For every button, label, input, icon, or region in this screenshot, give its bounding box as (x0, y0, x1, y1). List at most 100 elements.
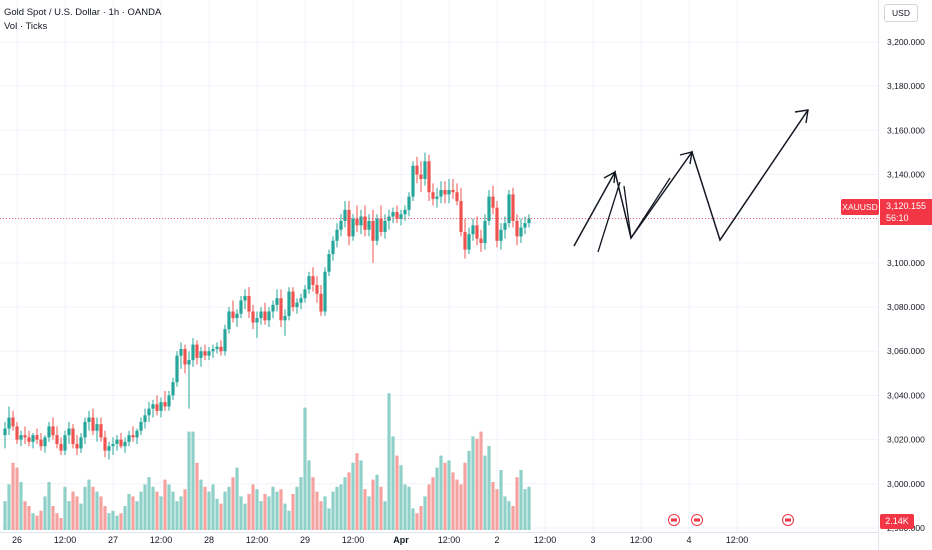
volume-bar (55, 513, 59, 530)
candle-body (255, 318, 259, 323)
candle-body (163, 402, 167, 407)
volume-bar (243, 503, 247, 530)
volume-bar (435, 467, 439, 530)
candle-body (327, 254, 331, 272)
volume-bar (107, 513, 111, 530)
candle-body (275, 298, 279, 305)
volume-bar (475, 438, 479, 530)
time-tick-label: 12:00 (54, 535, 77, 545)
volume-bar (363, 489, 367, 530)
volume-bar (447, 460, 451, 530)
volume-bar (187, 431, 191, 530)
volume-bar (91, 486, 95, 530)
candle-body (411, 165, 415, 197)
volume-bar (19, 482, 23, 530)
volume-bar (155, 491, 159, 530)
candle-body (179, 349, 183, 356)
volume-bar (335, 486, 339, 530)
time-tick-label: 29 (300, 535, 310, 545)
candle-body (11, 417, 15, 427)
volume-bar (203, 486, 207, 530)
candle-body (231, 311, 235, 319)
price-tick-label: 3,020.000 (887, 435, 925, 445)
candle-body (363, 216, 367, 230)
arrowhead (603, 170, 616, 184)
candle-body (279, 298, 283, 321)
volume-bar (215, 498, 219, 530)
volume-bar (523, 489, 527, 530)
volume-bar (391, 436, 395, 530)
volume-bar (83, 486, 87, 530)
candle-body (251, 311, 255, 323)
volume-bar (35, 515, 39, 530)
candle-body (7, 417, 11, 429)
volume-bar (403, 484, 407, 530)
volume-bar (119, 513, 123, 530)
arrowhead (794, 109, 809, 124)
volume-bar (43, 496, 47, 530)
time-tick-label: 12:00 (342, 535, 365, 545)
volume-bar (207, 491, 211, 530)
candle-body (303, 289, 307, 299)
volume-bar (59, 518, 63, 530)
volume-bar (131, 496, 135, 530)
volume-bar (75, 496, 79, 530)
price-tick-label: 3,140.000 (887, 170, 925, 180)
candle-body (355, 218, 359, 226)
candle-body (319, 293, 323, 312)
candle-body (15, 426, 19, 440)
candle-body (523, 223, 527, 228)
candle-body (399, 214, 403, 219)
volume-bar (383, 501, 387, 530)
volume-bar (315, 491, 319, 530)
volume-bar (455, 479, 459, 530)
candle-body (315, 284, 319, 294)
volume-bar (371, 479, 375, 530)
volume-bar (379, 486, 383, 530)
candle-body (107, 446, 111, 451)
candle-body (135, 430, 139, 438)
candle-body (27, 437, 31, 442)
time-tick-label: 12:00 (726, 535, 749, 545)
volume-bar (223, 491, 227, 530)
candle-body (223, 329, 227, 352)
projection-leg (623, 177, 671, 240)
volume-bar (463, 462, 467, 530)
volume-bar (263, 494, 267, 530)
candle-body (283, 315, 287, 321)
time-tick-label: 12:00 (534, 535, 557, 545)
time-tick-label: 12:00 (150, 535, 173, 545)
volume-bar (407, 486, 411, 530)
volume-bar (415, 513, 419, 530)
candle-body (99, 424, 103, 438)
chart-legend: Gold Spot / U.S. Dollar · 1h · OANDA Vol… (4, 6, 161, 34)
last-price-label: 3,120.155 56:10 (880, 199, 932, 225)
candle-body (491, 196, 495, 208)
volume-bar (183, 489, 187, 530)
candle-body (59, 444, 63, 451)
volume-bar (347, 472, 351, 530)
candle-body (331, 240, 335, 255)
volume-bar (195, 462, 199, 530)
volume-bar (307, 460, 311, 530)
candle-body (307, 276, 311, 290)
candle-body (71, 428, 75, 445)
candle-body (259, 311, 263, 319)
candle-body (243, 296, 247, 301)
volume-bar (123, 506, 127, 530)
candle-body (299, 298, 303, 303)
candle-body (103, 437, 107, 451)
currency-button[interactable]: USD (884, 4, 918, 22)
volume-bar (323, 496, 327, 530)
volume-bar (411, 508, 415, 530)
volume-bar (331, 491, 335, 530)
volume-bar (3, 501, 7, 530)
volume-bar (495, 489, 499, 530)
volume-bar (499, 470, 503, 530)
volume-bar (359, 460, 363, 530)
flag-icon (785, 518, 791, 522)
volume-bar (319, 501, 323, 530)
candle-body (127, 435, 131, 442)
